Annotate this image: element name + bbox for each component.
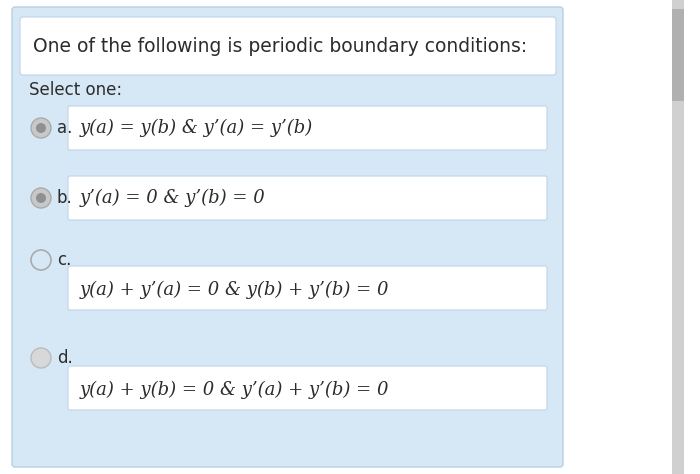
Text: Select one:: Select one: — [29, 81, 122, 99]
FancyBboxPatch shape — [672, 9, 684, 101]
Text: c.: c. — [57, 251, 71, 269]
Text: y(a) + y’(a) = 0 & y(b) + y’(b) = 0: y(a) + y’(a) = 0 & y(b) + y’(b) = 0 — [80, 281, 389, 299]
FancyBboxPatch shape — [68, 366, 547, 410]
FancyBboxPatch shape — [68, 176, 547, 220]
Text: y(a) = y(b) & y’(a) = y’(b): y(a) = y(b) & y’(a) = y’(b) — [80, 119, 314, 137]
Text: y’(a) = 0 & y’(b) = 0: y’(a) = 0 & y’(b) = 0 — [80, 189, 266, 207]
Text: y(a) + y(b) = 0 & y’(a) + y’(b) = 0: y(a) + y(b) = 0 & y’(a) + y’(b) = 0 — [80, 381, 389, 399]
Text: a.: a. — [57, 119, 72, 137]
Text: b.: b. — [57, 189, 73, 207]
Text: d.: d. — [57, 349, 73, 367]
Circle shape — [31, 188, 51, 208]
FancyBboxPatch shape — [68, 266, 547, 310]
Circle shape — [36, 123, 46, 133]
Circle shape — [31, 250, 51, 270]
Text: One of the following is periodic boundary conditions:: One of the following is periodic boundar… — [33, 36, 527, 55]
Circle shape — [36, 193, 46, 203]
FancyBboxPatch shape — [12, 7, 563, 467]
FancyBboxPatch shape — [68, 106, 547, 150]
Bar — [672, 0, 684, 474]
FancyBboxPatch shape — [20, 17, 556, 75]
Circle shape — [31, 348, 51, 368]
Circle shape — [31, 118, 51, 138]
